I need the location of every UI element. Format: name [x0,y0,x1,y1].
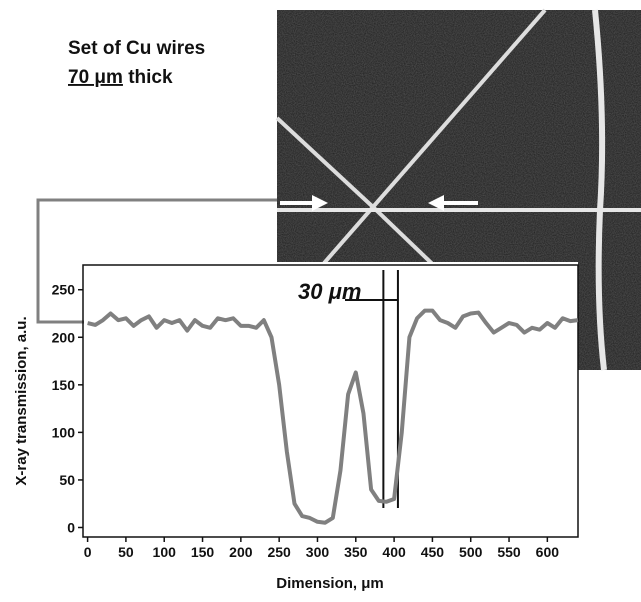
y-tick-label: 200 [52,329,76,345]
x-tick-label: 350 [344,544,368,560]
x-axis-label: Dimension, μm [276,575,384,592]
y-tick-label: 250 [52,282,76,298]
x-tick-label: 500 [459,544,483,560]
x-tick-label: 400 [382,544,406,560]
plot-frame [82,264,579,538]
x-tick-label: 150 [191,544,215,560]
y-tick-label: 100 [52,424,76,440]
x-tick-label: 100 [153,544,177,560]
x-tick-label: 200 [229,544,253,560]
y-tick-label: 0 [67,519,75,535]
y-tick-label: 50 [59,472,75,488]
header-thickness: 70 μm [68,67,123,88]
x-tick-label: 600 [536,544,560,560]
y-axis-label: X-ray transmission, a.u. [13,316,30,485]
data-line [87,308,579,525]
x-tick-label: 450 [421,544,445,560]
x-tick-label: 50 [118,544,134,560]
header-line1: Set of Cu wires [68,38,205,59]
header-line2: 70 μm thick [68,67,173,88]
connector [36,198,277,324]
x-tick-label: 550 [497,544,521,560]
x-tick-label: 0 [84,544,92,560]
x-tick-label: 300 [306,544,330,560]
x-tick-label: 250 [267,544,291,560]
header-suffix: thick [123,67,173,88]
y-tick-label: 150 [52,377,76,393]
